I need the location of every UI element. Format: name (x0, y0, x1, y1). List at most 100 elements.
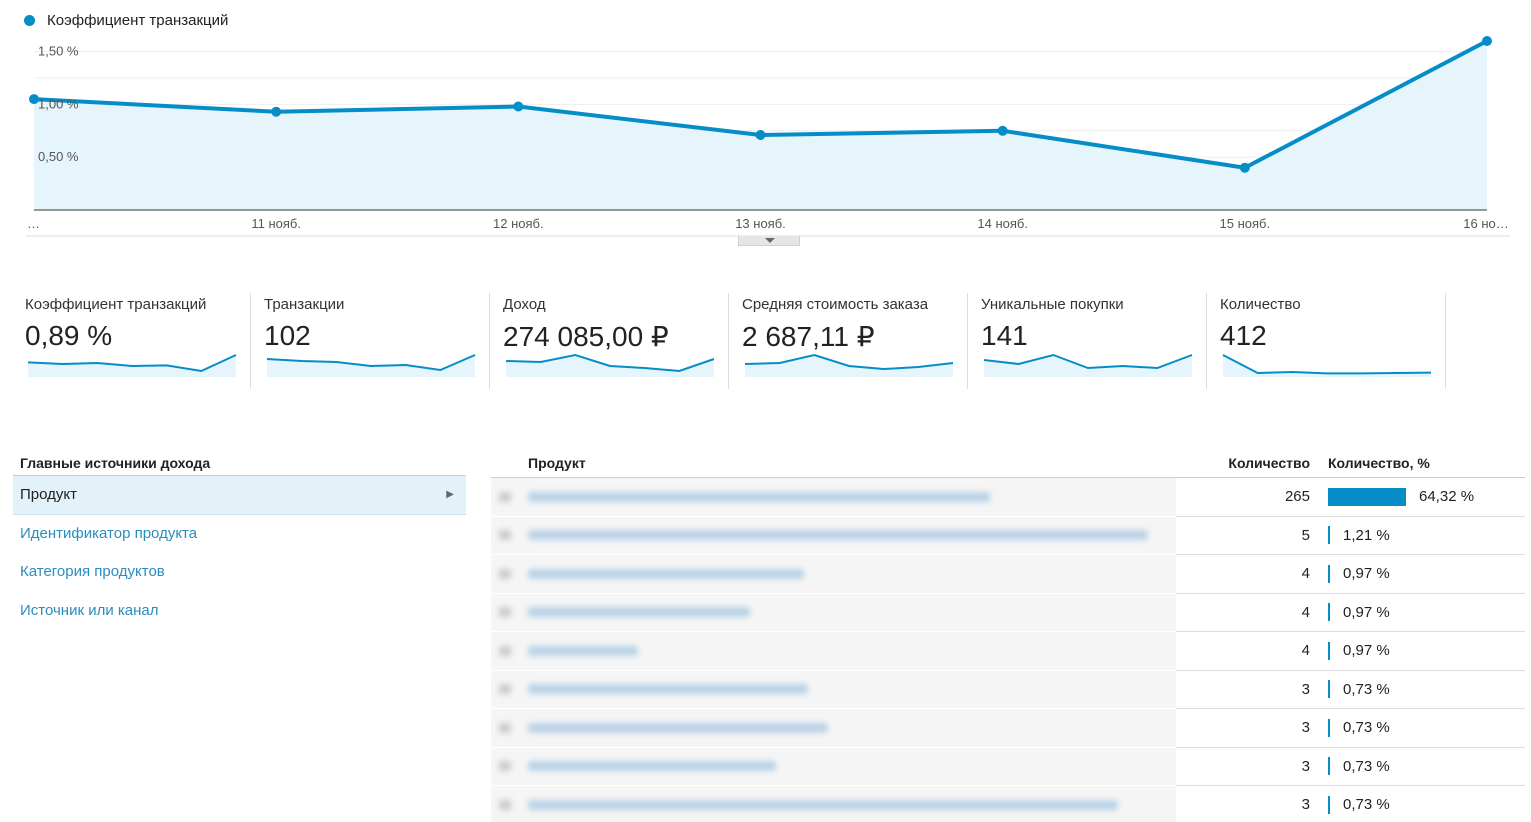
product-name-blurred[interactable] (528, 530, 1148, 541)
scorecard-value: 2 687,11 ₽ (742, 321, 875, 352)
source-item[interactable]: Категория продуктов (13, 553, 466, 592)
header-quantity[interactable]: Количество (1228, 455, 1310, 471)
quantity-cell: 5 (1176, 517, 1326, 555)
percent-value: 0,97 % (1343, 642, 1390, 660)
sparkline (744, 353, 954, 377)
scorecard-label: Уникальные покупки (981, 296, 1124, 313)
percent-bar (1328, 603, 1330, 622)
row-index-blurred (499, 568, 511, 579)
scorecard[interactable]: Количество 412 (1207, 293, 1446, 389)
scorecard-value: 141 (981, 320, 1028, 351)
product-name-blurred[interactable] (528, 491, 990, 502)
product-name-blurred[interactable] (528, 722, 828, 733)
source-item[interactable]: Продукт ▶ (13, 476, 466, 515)
row-index-blurred (499, 645, 511, 656)
x-tick-label: … (27, 216, 40, 231)
source-item[interactable]: Идентификатор продукта (13, 515, 466, 554)
percent-bar (1328, 795, 1330, 814)
table-row[interactable]: 4 0,97 % (491, 555, 1525, 594)
x-tick-label: 15 нояб. (1220, 216, 1271, 231)
table-row[interactable]: 4 0,97 % (491, 593, 1525, 632)
product-name-blurred[interactable] (528, 799, 1118, 810)
row-index-blurred (499, 607, 511, 618)
percent-bar (1328, 564, 1330, 583)
percent-value: 0,73 % (1343, 719, 1390, 737)
header-product[interactable]: Продукт (528, 455, 586, 471)
product-cell[interactable] (491, 786, 1176, 822)
sparkline (266, 354, 476, 377)
sparkline-line (1222, 354, 1432, 375)
product-cell[interactable] (491, 593, 1176, 632)
transaction-rate-chart[interactable]: 1,50 % 1,00 % 0,50 % … 11 нояб. 12 нояб. 13 но… (0, 30, 1531, 250)
quantity-percent-cell: 0,97 % (1326, 555, 1525, 594)
product-name-blurred[interactable] (528, 645, 638, 656)
scorecards: Коэффициент транзакций 0,89 % Транзакции 10… (12, 293, 1446, 389)
top-revenue-sources: Главные источники дохода Продукт ▶ Идентиф… (13, 455, 466, 630)
table-row[interactable]: 3 0,73 % (491, 786, 1525, 822)
sparkline (1222, 354, 1432, 377)
series-area (34, 41, 1487, 210)
data-point[interactable] (1482, 36, 1492, 46)
source-item-label: Источник или канал (20, 601, 159, 619)
percent-bar (1328, 487, 1406, 506)
scorecard-label: Доход (503, 296, 546, 313)
scorecard-value: 412 (1220, 320, 1267, 351)
product-name-blurred[interactable] (528, 761, 776, 772)
product-cell[interactable] (491, 632, 1176, 671)
product-cell[interactable] (491, 478, 1176, 517)
source-item[interactable]: Источник или канал (13, 592, 466, 631)
quantity-cell: 4 (1176, 632, 1326, 671)
quantity-percent-cell: 0,73 % (1326, 748, 1525, 786)
scorecard[interactable]: Средняя стоимость заказа 2 687,11 ₽ (729, 293, 968, 389)
product-cell[interactable] (491, 516, 1176, 555)
data-point[interactable] (755, 130, 766, 141)
table-row[interactable]: 5 1,21 % (491, 516, 1525, 555)
sparkline (983, 353, 1193, 377)
sparkline-line (744, 353, 954, 371)
product-cell[interactable] (491, 555, 1176, 594)
product-name-blurred[interactable] (528, 607, 750, 618)
chart-collapse-handle[interactable] (738, 236, 800, 246)
percent-value: 64,32 % (1419, 488, 1475, 506)
table-row[interactable]: 3 0,73 % (491, 670, 1525, 709)
table-row[interactable]: 265 64,32 % (491, 478, 1525, 517)
sparkline-area (1223, 355, 1431, 377)
product-table: Продукт Количество Количество, % 265 64,3… (491, 455, 1525, 822)
table-row[interactable]: 4 0,97 % (491, 632, 1525, 671)
product-name-blurred[interactable] (528, 684, 808, 695)
x-tick-label: 11 нояб. (251, 216, 301, 231)
percent-bar (1328, 526, 1330, 545)
x-tick-label: 14 нояб. (977, 216, 1028, 231)
product-cell[interactable] (491, 670, 1176, 709)
percent-value: 0,73 % (1343, 757, 1390, 775)
data-point[interactable] (513, 101, 524, 112)
percent-value: 0,73 % (1343, 796, 1390, 814)
scorecard-label: Транзакции (264, 296, 345, 313)
table-row[interactable]: 3 0,73 % (491, 747, 1525, 786)
data-point[interactable] (29, 94, 39, 105)
y-tick-label: 1,00 % (38, 96, 79, 111)
sparkline-line (266, 354, 476, 372)
product-name-blurred[interactable] (528, 568, 804, 579)
data-point[interactable] (997, 125, 1008, 136)
quantity-cell: 3 (1176, 709, 1326, 748)
row-index-blurred (499, 761, 511, 772)
quantity-percent-cell: 64,32 % (1326, 478, 1525, 517)
quantity-percent-cell: 0,73 % (1326, 671, 1525, 709)
scorecard[interactable]: Уникальные покупки 141 (968, 293, 1207, 389)
scorecard-value: 0,89 % (25, 320, 113, 351)
x-tick-label: 13 нояб. (735, 216, 786, 231)
scorecard[interactable]: Транзакции 102 (251, 293, 490, 389)
quantity-percent-cell: 1,21 % (1326, 517, 1525, 555)
header-quantity-percent[interactable]: Количество, % (1328, 455, 1430, 471)
data-point[interactable] (1239, 162, 1250, 173)
data-point[interactable] (271, 106, 282, 117)
percent-bar (1328, 680, 1330, 699)
legend-dot-icon (24, 15, 35, 26)
row-index-blurred (499, 684, 511, 695)
scorecard[interactable]: Доход 274 085,00 ₽ (490, 293, 729, 389)
product-cell[interactable] (491, 747, 1176, 786)
scorecard[interactable]: Коэффициент транзакций 0,89 % (12, 293, 251, 389)
product-cell[interactable] (491, 709, 1176, 748)
table-row[interactable]: 3 0,73 % (491, 709, 1525, 748)
